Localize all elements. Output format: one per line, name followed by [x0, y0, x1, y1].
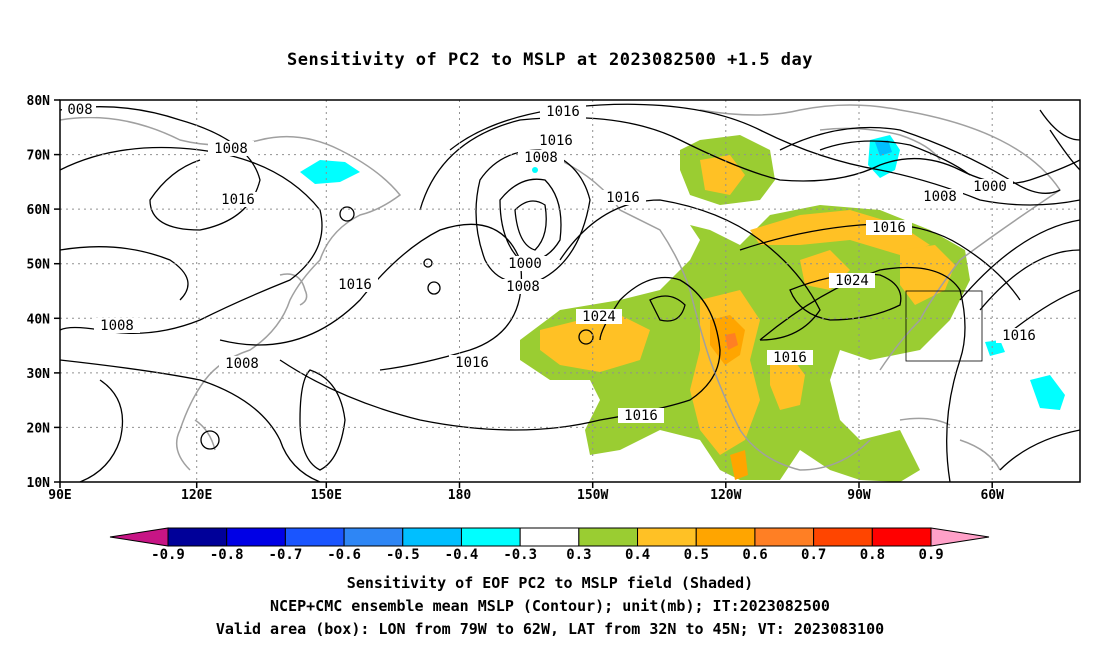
colorbar-label: -0.3: [503, 547, 537, 563]
latitude-labels: 80N 70N 60N 50N 40N 30N 20N 10N: [27, 94, 51, 491]
map-frame: [59, 99, 1081, 483]
isobar-label: 008: [67, 102, 92, 118]
isobar-label: 1016: [455, 355, 489, 371]
lat-label: 50N: [27, 258, 51, 273]
colorbar: -0.9 -0.8 -0.7 -0.6 -0.5 -0.4 -0.3 0.3 0…: [109, 527, 990, 563]
colorbar-label: 0.3: [566, 547, 591, 563]
colorbar-label: 0.8: [860, 547, 885, 563]
isobar-label: 1016: [606, 190, 640, 206]
colorbar-cell: [226, 527, 286, 547]
colorbar-label: -0.4: [445, 547, 479, 563]
lon-label: 120E: [181, 488, 212, 503]
isobar-label: 1000: [508, 256, 542, 272]
colorbar-cell: [284, 527, 345, 547]
colorbar-cell: [343, 527, 404, 547]
isobar-label: 1016: [221, 192, 255, 208]
isobar-label: 1008: [214, 141, 248, 157]
lon-label: 150E: [311, 488, 342, 503]
colorbar-label: -0.7: [269, 547, 303, 563]
lon-label: 90E: [48, 488, 71, 503]
caption-contour: NCEP+CMC ensemble mean MSLP (Contour); u…: [270, 597, 830, 615]
isobar-label: 1016: [624, 408, 658, 424]
lon-label: 60W: [980, 488, 1004, 503]
isobar-label: 1016: [773, 350, 807, 366]
lat-label: 10N: [27, 476, 51, 491]
colorbar-cell: [813, 527, 873, 547]
isobar-label: 1016: [338, 277, 372, 293]
isobar-label: 1016: [539, 133, 573, 149]
colorbar-label: -0.6: [327, 547, 361, 563]
colorbar-label: -0.9: [151, 547, 185, 563]
colorbar-label: -0.5: [386, 547, 420, 563]
shaded-negative-sensitivity: [300, 135, 1065, 410]
colorbar-label: 0.6: [742, 547, 767, 563]
isobar-label: 1016: [546, 104, 580, 120]
lat-label: 20N: [27, 421, 51, 436]
isobar-value-labels: 008 1016 1016 1008 1008 1016 1016 1008 1…: [62, 102, 1042, 424]
caption-shading: Sensitivity of EOF PC2 to MSLP field (Sh…: [346, 574, 754, 592]
colorbar-cell: [754, 527, 815, 547]
isobar-label: 1008: [225, 356, 259, 372]
colorbar-label: 0.4: [625, 547, 650, 563]
colorbar-label: 0.5: [684, 547, 709, 563]
isobar-label: 1016: [1002, 328, 1036, 344]
isobar-label: 1016: [872, 220, 906, 236]
colorbar-cell: [871, 527, 932, 547]
isobar-label: 1008: [524, 150, 558, 166]
lon-label: 180: [448, 488, 472, 503]
colorbar-label: -0.8: [210, 547, 244, 563]
colorbar-cell: [695, 527, 756, 547]
colorbar-cell: [578, 527, 639, 547]
lon-label: 150W: [577, 488, 608, 503]
caption-valid-area: Valid area (box): LON from 79W to 62W, L…: [215, 620, 885, 638]
isobar-label: 1000: [973, 179, 1007, 195]
lat-label: 30N: [27, 367, 51, 382]
lat-label: 40N: [27, 312, 51, 327]
map-title: Sensitivity of PC2 to MSLP at 2023082500…: [286, 50, 813, 70]
valid-area-box: [905, 290, 983, 362]
colorbar-cell: [167, 527, 228, 547]
isobar-label: 1008: [506, 279, 540, 295]
lat-label: 60N: [27, 203, 51, 218]
lon-label: 120W: [710, 488, 741, 503]
lat-label: 70N: [27, 149, 51, 164]
isobar-label: 1008: [100, 318, 134, 334]
lat-label: 80N: [27, 94, 51, 109]
colorbar-label: 0.9: [918, 547, 943, 563]
colorbar-cell: [460, 527, 521, 547]
lon-label: 90W: [847, 488, 871, 503]
colorbar-low-triangle: [109, 527, 169, 547]
colorbar-cell: [519, 527, 580, 547]
axis-ticks: [54, 99, 993, 488]
isobar-label: 1024: [582, 309, 616, 325]
colorbar-high-triangle: [930, 527, 990, 547]
isobar-label: 1008: [923, 189, 957, 205]
colorbar-cell: [402, 527, 462, 547]
longitude-labels: 90E 120E 150E 180 150W 120W 90W 60W: [48, 488, 1004, 503]
colorbar-cell: [637, 527, 697, 547]
isobar-label: 1024: [835, 273, 869, 289]
colorbar-label: 0.7: [801, 547, 826, 563]
